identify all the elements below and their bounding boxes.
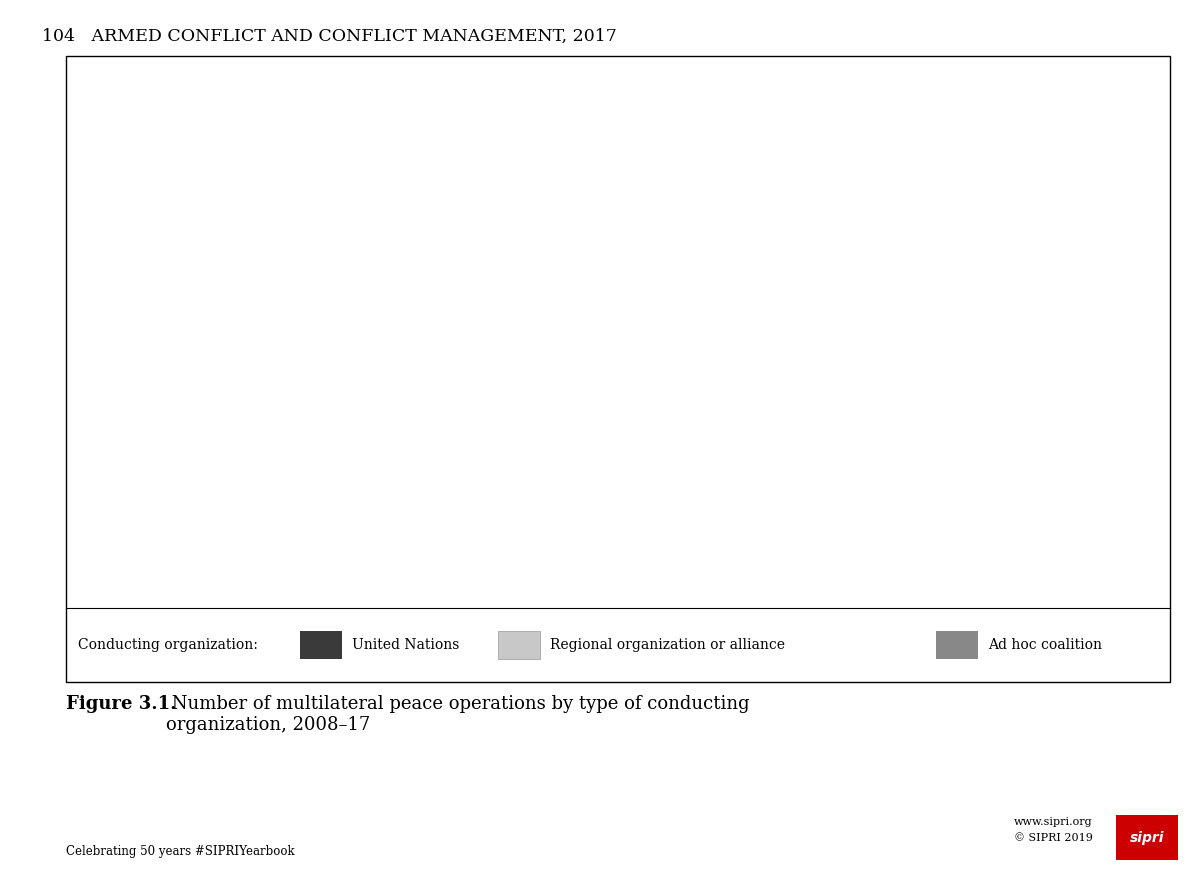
Bar [190,424,244,600]
Text: United Nations: United Nations [352,638,458,652]
Bar [769,111,822,180]
Y-axis label: No. of operations: No. of operations [88,262,104,403]
Bar [1058,416,1112,600]
Text: 104   ARMED CONFLICT AND CONFLICT MANAGEMENT, 2017: 104 ARMED CONFLICT AND CONFLICT MANAGEME… [42,28,617,45]
Bar [962,432,1015,600]
Text: Conducting organization:: Conducting organization: [78,638,258,652]
Text: Regional organization or alliance: Regional organization or alliance [550,638,785,652]
Bar [576,172,629,225]
Bar [576,440,629,600]
Bar [865,188,919,440]
Bar [190,195,244,424]
Text: Ad hoc coalition: Ad hoc coalition [988,638,1102,652]
Bar [1058,118,1112,180]
Bar [383,180,437,241]
Bar [673,142,726,210]
Bar [769,180,822,424]
Text: Figure 3.1.: Figure 3.1. [66,695,176,713]
Text: www.sipri.org: www.sipri.org [1014,817,1093,827]
Bar [287,180,340,241]
Text: © SIPRI 2019: © SIPRI 2019 [1014,833,1093,843]
Bar [287,440,340,600]
Bar [480,432,533,600]
Bar [962,195,1015,432]
Bar [576,225,629,440]
Bar [480,172,533,233]
Bar [383,241,437,440]
Bar [769,424,822,600]
Bar [673,210,726,432]
Bar [287,241,340,440]
Bar [190,118,244,195]
Bar [383,440,437,600]
Text: Celebrating 50 years #SIPRIYearbook: Celebrating 50 years #SIPRIYearbook [66,845,295,858]
Bar [673,432,726,600]
Bar [962,126,1015,195]
Text: sipri: sipri [1130,831,1164,845]
Bar [1058,180,1112,416]
Bar [865,118,919,188]
Text: Number of multilateral peace operations by type of conducting
organization, 2008: Number of multilateral peace operations … [166,695,749,734]
Bar [865,440,919,600]
Bar [480,233,533,432]
